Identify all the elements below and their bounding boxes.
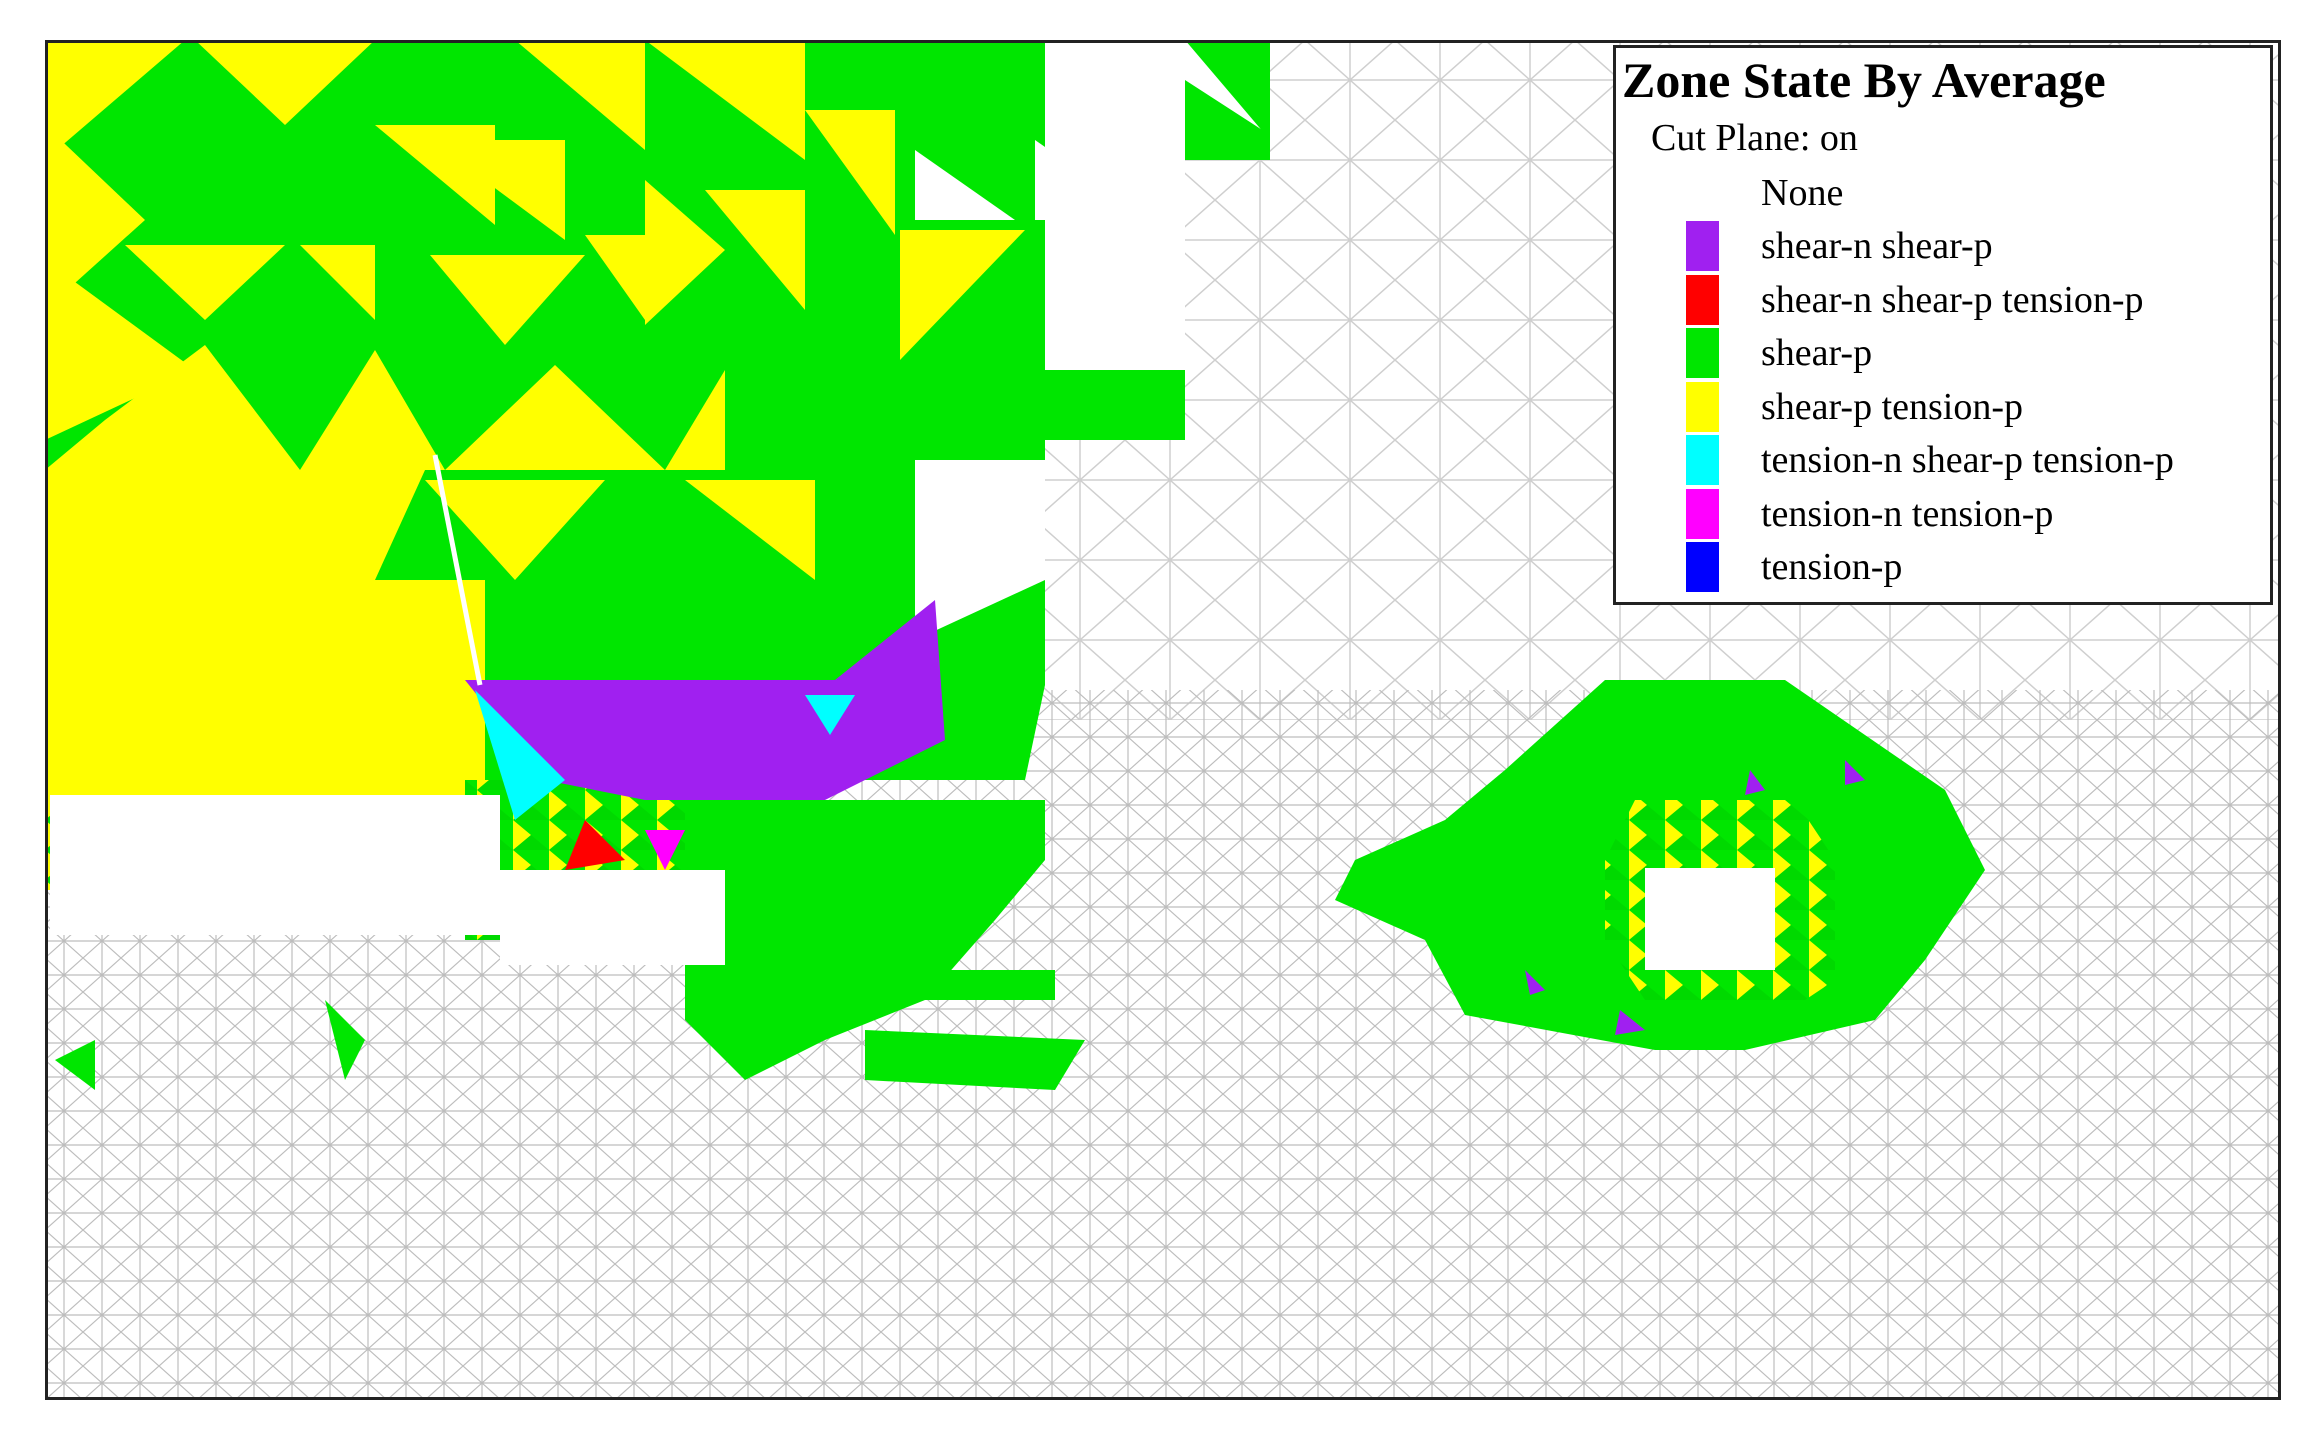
legend-swatch [1686, 542, 1719, 593]
legend-item: tension-p [1686, 541, 2174, 595]
legend-swatch [1686, 221, 1719, 272]
legend: Zone State By Average Cut Plane: on None… [1613, 45, 2273, 605]
legend-label: None [1761, 171, 1844, 214]
legend-label: shear-n shear-p [1761, 225, 1993, 268]
excavation-left [50, 795, 500, 935]
legend-swatch [1686, 167, 1719, 218]
legend-label: shear-n shear-p tension-p [1761, 278, 2144, 321]
plastic-zone-upper-left [45, 40, 1270, 940]
legend-item: None [1686, 166, 2174, 220]
legend-subtitle: Cut Plane: on [1651, 117, 1858, 159]
legend-item: shear-n shear-p [1686, 220, 2174, 274]
legend-item: shear-p tension-p [1686, 380, 2174, 434]
excavation-right [1645, 868, 1775, 970]
legend-item: tension-n shear-p tension-p [1686, 434, 2174, 488]
legend-item: shear-n shear-p tension-p [1686, 273, 2174, 327]
legend-items: None shear-n shear-p shear-n shear-p ten… [1686, 166, 2174, 594]
legend-swatch [1686, 488, 1719, 539]
legend-label: tension-p [1761, 546, 1903, 589]
legend-item: shear-p [1686, 327, 2174, 381]
plastic-zone-fringe [55, 800, 1085, 1090]
legend-item: tension-n tension-p [1686, 487, 2174, 541]
legend-label: shear-p tension-p [1761, 385, 2023, 428]
excavation-openings [50, 454, 725, 965]
excavation-left-step [500, 870, 725, 965]
legend-swatch [1686, 274, 1719, 325]
legend-label: shear-p [1761, 332, 1873, 375]
legend-swatch [1686, 381, 1719, 432]
plastic-zone-right [1335, 680, 1985, 1050]
legend-label: tension-n shear-p tension-p [1761, 439, 2174, 482]
legend-title: Zone State By Average [1622, 52, 2106, 108]
legend-label: tension-n tension-p [1761, 492, 2054, 535]
legend-swatch [1686, 435, 1719, 486]
legend-swatch [1686, 328, 1719, 379]
plot-frame [45, 40, 2281, 1400]
